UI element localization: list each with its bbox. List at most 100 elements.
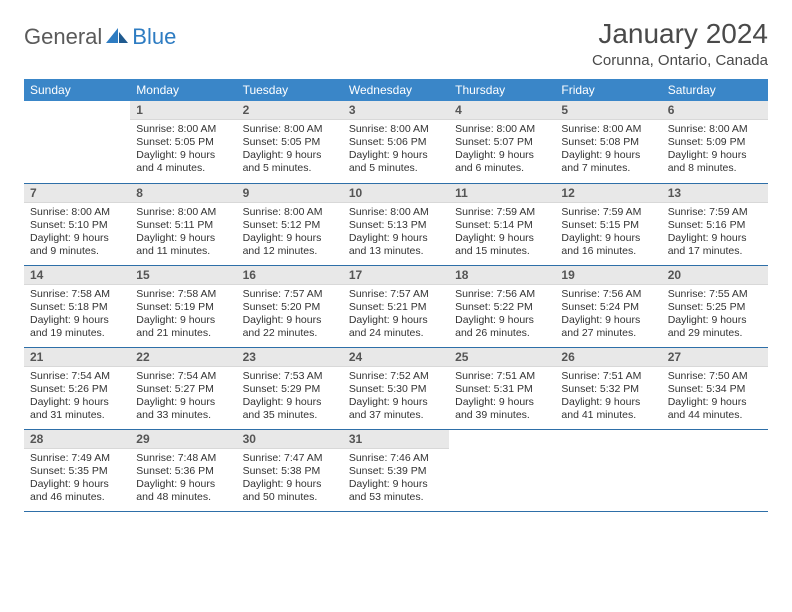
calendar-week-row: 1Sunrise: 8:00 AMSunset: 5:05 PMDaylight… (24, 101, 768, 183)
day-number: 23 (237, 348, 343, 367)
sunrise-line: Sunrise: 7:51 AM (455, 370, 549, 383)
sunrise-line: Sunrise: 8:00 AM (243, 123, 337, 136)
sunrise-line: Sunrise: 7:50 AM (668, 370, 762, 383)
sunset-line: Sunset: 5:10 PM (30, 219, 124, 232)
sunset-line: Sunset: 5:25 PM (668, 301, 762, 314)
day-number: 28 (24, 430, 130, 449)
day-detail: Sunrise: 8:00 AMSunset: 5:08 PMDaylight:… (555, 120, 661, 180)
calendar-table: Sunday Monday Tuesday Wednesday Thursday… (24, 79, 768, 512)
sunset-line: Sunset: 5:09 PM (668, 136, 762, 149)
day-detail: Sunrise: 7:56 AMSunset: 5:24 PMDaylight:… (555, 285, 661, 345)
sunset-line: Sunset: 5:11 PM (136, 219, 230, 232)
day-detail: Sunrise: 8:00 AMSunset: 5:05 PMDaylight:… (130, 120, 236, 180)
sunset-line: Sunset: 5:36 PM (136, 465, 230, 478)
calendar-day-cell: 27 Sunrise: 7:50 AMSunset: 5:34 PMDayligh… (662, 347, 768, 429)
calendar-day-cell: 25Sunrise: 7:51 AMSunset: 5:31 PMDayligh… (449, 347, 555, 429)
sunset-line: Sunset: 5:34 PM (668, 383, 762, 396)
calendar-day-cell: 26Sunrise: 7:51 AMSunset: 5:32 PMDayligh… (555, 347, 661, 429)
brand-word-2: Blue (132, 24, 176, 50)
sunset-line: Sunset: 5:38 PM (243, 465, 337, 478)
sunset-line: Sunset: 5:14 PM (455, 219, 549, 232)
sunset-line: Sunset: 5:07 PM (455, 136, 549, 149)
day-detail: Sunrise: 8:00 AMSunset: 5:13 PMDaylight:… (343, 203, 449, 263)
daylight-line: Daylight: 9 hours and 27 minutes. (561, 314, 655, 340)
daylight-line: Daylight: 9 hours and 53 minutes. (349, 478, 443, 504)
calendar-day-cell: 15Sunrise: 7:58 AMSunset: 5:19 PMDayligh… (130, 265, 236, 347)
day-number: 12 (555, 184, 661, 203)
calendar-day-cell: 17Sunrise: 7:57 AMSunset: 5:21 PMDayligh… (343, 265, 449, 347)
sunrise-line: Sunrise: 7:53 AM (243, 370, 337, 383)
day-detail: Sunrise: 8:00 AMSunset: 5:06 PMDaylight:… (343, 120, 449, 180)
day-number: 15 (130, 266, 236, 285)
day-detail: Sunrise: 7:53 AMSunset: 5:29 PMDaylight:… (237, 367, 343, 427)
sunrise-line: Sunrise: 7:54 AM (30, 370, 124, 383)
sunrise-line: Sunrise: 7:57 AM (243, 288, 337, 301)
sunrise-line: Sunrise: 7:51 AM (561, 370, 655, 383)
day-header: Friday (555, 79, 661, 101)
sunset-line: Sunset: 5:12 PM (243, 219, 337, 232)
calendar-day-cell: 20Sunrise: 7:55 AMSunset: 5:25 PMDayligh… (662, 265, 768, 347)
daylight-line: Daylight: 9 hours and 33 minutes. (136, 396, 230, 422)
sunrise-line: Sunrise: 7:58 AM (136, 288, 230, 301)
sunset-line: Sunset: 5:32 PM (561, 383, 655, 396)
calendar-week-row: 14Sunrise: 7:58 AMSunset: 5:18 PMDayligh… (24, 265, 768, 347)
sunset-line: Sunset: 5:26 PM (30, 383, 124, 396)
day-number: 19 (555, 266, 661, 285)
brand-word-1: General (24, 24, 102, 50)
day-detail: Sunrise: 7:57 AMSunset: 5:20 PMDaylight:… (237, 285, 343, 345)
calendar-day-cell: 18Sunrise: 7:56 AMSunset: 5:22 PMDayligh… (449, 265, 555, 347)
day-detail: Sunrise: 7:47 AMSunset: 5:38 PMDaylight:… (237, 449, 343, 509)
day-detail: Sunrise: 8:00 AMSunset: 5:09 PMDaylight:… (662, 120, 768, 180)
daylight-line: Daylight: 9 hours and 24 minutes. (349, 314, 443, 340)
calendar-day-cell (555, 429, 661, 511)
day-header: Tuesday (237, 79, 343, 101)
daylight-line: Daylight: 9 hours and 5 minutes. (243, 149, 337, 175)
location-subtitle: Corunna, Ontario, Canada (592, 52, 768, 69)
day-number: 3 (343, 101, 449, 120)
day-number: 6 (662, 101, 768, 120)
calendar-day-cell: 6Sunrise: 8:00 AMSunset: 5:09 PMDaylight… (662, 101, 768, 183)
calendar-day-cell: 23Sunrise: 7:53 AMSunset: 5:29 PMDayligh… (237, 347, 343, 429)
sunrise-line: Sunrise: 8:00 AM (349, 206, 443, 219)
day-number: 17 (343, 266, 449, 285)
sunset-line: Sunset: 5:27 PM (136, 383, 230, 396)
title-block: January 2024 Corunna, Ontario, Canada (592, 18, 768, 69)
day-detail: Sunrise: 7:52 AMSunset: 5:30 PMDaylight:… (343, 367, 449, 427)
sunset-line: Sunset: 5:18 PM (30, 301, 124, 314)
sunrise-line: Sunrise: 7:59 AM (561, 206, 655, 219)
sunset-line: Sunset: 5:39 PM (349, 465, 443, 478)
daylight-line: Daylight: 9 hours and 44 minutes. (668, 396, 762, 422)
daylight-line: Daylight: 9 hours and 8 minutes. (668, 149, 762, 175)
day-number: 9 (237, 184, 343, 203)
day-detail: Sunrise: 8:00 AMSunset: 5:11 PMDaylight:… (130, 203, 236, 263)
daylight-line: Daylight: 9 hours and 15 minutes. (455, 232, 549, 258)
calendar-week-row: 28Sunrise: 7:49 AMSunset: 5:35 PMDayligh… (24, 429, 768, 511)
calendar-day-cell: 29Sunrise: 7:48 AMSunset: 5:36 PMDayligh… (130, 429, 236, 511)
daylight-line: Daylight: 9 hours and 50 minutes. (243, 478, 337, 504)
sunset-line: Sunset: 5:22 PM (455, 301, 549, 314)
sunrise-line: Sunrise: 7:52 AM (349, 370, 443, 383)
day-detail: Sunrise: 8:00 AMSunset: 5:12 PMDaylight:… (237, 203, 343, 263)
calendar-day-cell: 4Sunrise: 8:00 AMSunset: 5:07 PMDaylight… (449, 101, 555, 183)
calendar-day-cell: 22Sunrise: 7:54 AMSunset: 5:27 PMDayligh… (130, 347, 236, 429)
day-number: 13 (662, 184, 768, 203)
daylight-line: Daylight: 9 hours and 12 minutes. (243, 232, 337, 258)
sunrise-line: Sunrise: 8:00 AM (136, 206, 230, 219)
sunrise-line: Sunrise: 8:00 AM (349, 123, 443, 136)
day-detail: Sunrise: 7:51 AMSunset: 5:32 PMDaylight:… (555, 367, 661, 427)
day-number: 18 (449, 266, 555, 285)
calendar-day-cell (24, 101, 130, 183)
daylight-line: Daylight: 9 hours and 22 minutes. (243, 314, 337, 340)
day-number: 27 (662, 348, 768, 367)
sunset-line: Sunset: 5:19 PM (136, 301, 230, 314)
sunrise-line: Sunrise: 7:59 AM (668, 206, 762, 219)
day-number: 11 (449, 184, 555, 203)
calendar-day-cell: 1Sunrise: 8:00 AMSunset: 5:05 PMDaylight… (130, 101, 236, 183)
sunrise-line: Sunrise: 7:47 AM (243, 452, 337, 465)
calendar-day-cell: 21Sunrise: 7:54 AMSunset: 5:26 PMDayligh… (24, 347, 130, 429)
sunrise-line: Sunrise: 8:00 AM (243, 206, 337, 219)
day-number: 5 (555, 101, 661, 120)
sunrise-line: Sunrise: 7:55 AM (668, 288, 762, 301)
day-detail: Sunrise: 7:59 AMSunset: 5:14 PMDaylight:… (449, 203, 555, 263)
sunrise-line: Sunrise: 7:49 AM (30, 452, 124, 465)
